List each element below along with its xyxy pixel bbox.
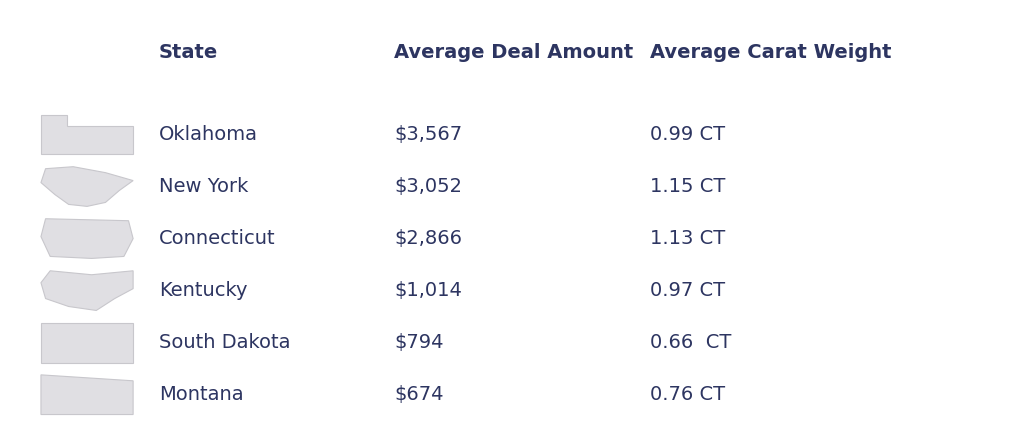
- Polygon shape: [41, 271, 133, 310]
- Text: $1,014: $1,014: [394, 281, 462, 300]
- Text: Average Carat Weight: Average Carat Weight: [650, 43, 892, 63]
- Polygon shape: [41, 167, 133, 206]
- Text: Montana: Montana: [159, 385, 244, 404]
- Polygon shape: [41, 323, 133, 363]
- Text: $3,052: $3,052: [394, 177, 462, 196]
- Text: Average Deal Amount: Average Deal Amount: [394, 43, 634, 63]
- Text: $794: $794: [394, 333, 443, 352]
- Text: South Dakota: South Dakota: [159, 333, 290, 352]
- Polygon shape: [41, 375, 133, 415]
- Text: $674: $674: [394, 385, 443, 404]
- Text: 1.15 CT: 1.15 CT: [650, 177, 726, 196]
- Text: 0.76 CT: 0.76 CT: [650, 385, 725, 404]
- Text: 0.97 CT: 0.97 CT: [650, 281, 725, 300]
- Text: Connecticut: Connecticut: [159, 229, 275, 248]
- Text: State: State: [159, 43, 218, 63]
- Text: New York: New York: [159, 177, 248, 196]
- Polygon shape: [41, 219, 133, 258]
- Text: 0.66  CT: 0.66 CT: [650, 333, 731, 352]
- Text: Oklahoma: Oklahoma: [159, 125, 258, 144]
- Text: 0.99 CT: 0.99 CT: [650, 125, 725, 144]
- Polygon shape: [41, 115, 133, 154]
- Text: $3,567: $3,567: [394, 125, 463, 144]
- Text: $2,866: $2,866: [394, 229, 462, 248]
- Text: 1.13 CT: 1.13 CT: [650, 229, 725, 248]
- Text: Kentucky: Kentucky: [159, 281, 247, 300]
